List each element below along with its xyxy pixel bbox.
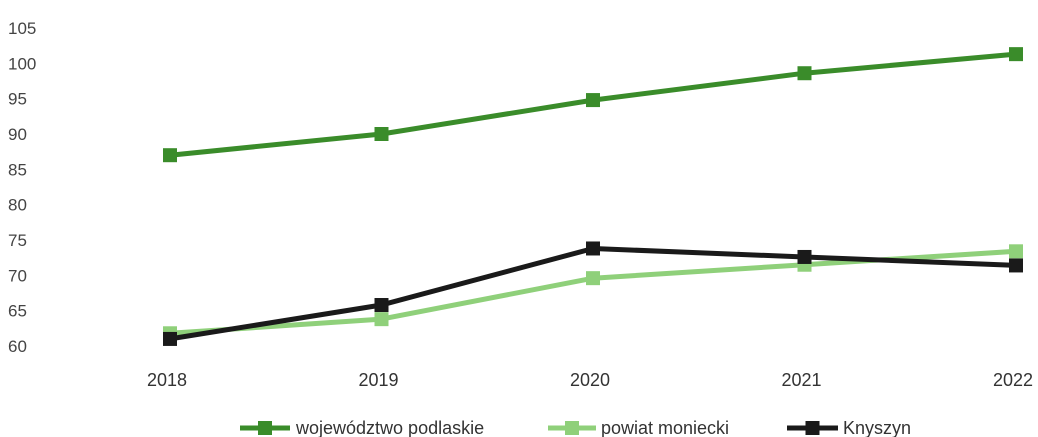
y-tick-label: 105: [8, 19, 36, 38]
data-point-marker: [586, 93, 600, 108]
data-point-marker: [797, 66, 812, 81]
y-tick-label: 75: [8, 231, 27, 250]
data-point-marker: [797, 249, 812, 264]
legend-swatch-marker: [258, 421, 272, 435]
y-tick-label: 65: [8, 302, 27, 321]
y-tick-label: 60: [8, 337, 27, 356]
data-point-marker: [374, 312, 389, 327]
x-tick-label: 2018: [147, 370, 187, 390]
data-point-marker: [1009, 244, 1023, 259]
plot-area: [163, 47, 1023, 346]
y-tick-label: 95: [8, 90, 27, 109]
data-point-marker: [163, 148, 177, 163]
y-tick-label: 85: [8, 160, 27, 179]
data-point-marker: [163, 331, 177, 346]
y-axis: 60 65 70 75 80 85 90 95 100 105: [8, 19, 36, 356]
legend-swatch-marker: [805, 421, 820, 435]
y-tick-label: 80: [8, 196, 27, 215]
x-tick-label: 2022: [993, 370, 1033, 390]
x-tick-label: 2021: [781, 370, 821, 390]
x-axis: 2018 2019 2020 2021 2022: [147, 370, 1033, 390]
data-point-marker: [1009, 47, 1023, 62]
legend-label: województwo podlaskie: [295, 418, 484, 437]
data-point-marker: [586, 241, 600, 256]
data-point-marker: [374, 127, 389, 141]
x-tick-label: 2020: [570, 370, 610, 390]
legend-label: Knyszyn: [843, 418, 911, 437]
y-tick-label: 70: [8, 266, 27, 285]
legend-swatch-marker: [565, 421, 579, 435]
data-point-marker: [1009, 258, 1023, 273]
legend: województwo podlaskie powiat moniecki Knys…: [240, 418, 911, 437]
y-tick-label: 90: [8, 125, 27, 144]
y-tick-label: 100: [8, 54, 36, 73]
x-tick-label: 2019: [358, 370, 398, 390]
legend-label: powiat moniecki: [601, 418, 729, 437]
data-point-marker: [586, 271, 600, 286]
data-point-marker: [374, 298, 389, 313]
